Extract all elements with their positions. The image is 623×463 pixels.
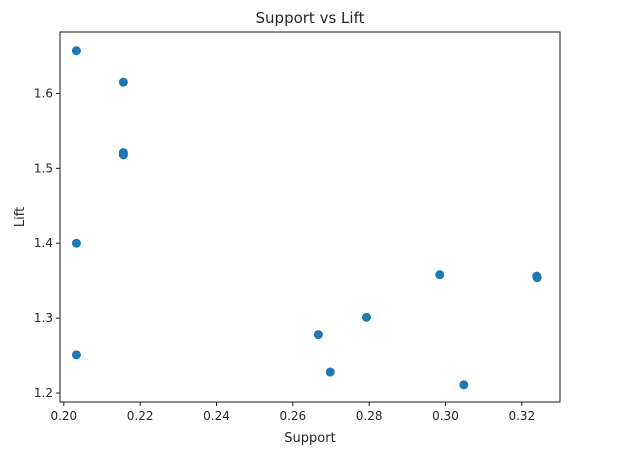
scatter-point: [71, 350, 81, 360]
x-axis-ticks: 0.20 0.22 0.24 0.26 0.28 0.30 0.32: [50, 402, 535, 423]
scatter-point: [325, 367, 335, 377]
y-tick-label: 1.2: [34, 386, 53, 400]
scatter-point: [459, 380, 469, 390]
scatter-point: [118, 77, 128, 87]
scatter-point: [118, 150, 128, 160]
x-tick-label: 0.28: [356, 409, 383, 423]
x-tick-label: 0.24: [203, 409, 230, 423]
x-tick-label: 0.30: [432, 409, 459, 423]
x-tick-label: 0.22: [127, 409, 154, 423]
scatter-point: [71, 238, 81, 248]
y-axis-ticks: 1.2 1.3 1.4 1.5 1.6: [34, 86, 60, 400]
x-tick-label: 0.32: [508, 409, 535, 423]
plot-area: [59, 31, 561, 403]
y-axis-label: Lift: [13, 207, 28, 227]
scatter-point: [532, 273, 542, 283]
y-tick-label: 1.3: [34, 311, 53, 325]
scatter-point: [71, 46, 81, 56]
data-points: [71, 46, 542, 390]
scatter-point: [313, 330, 323, 340]
chart-title: Support vs Lift: [256, 9, 365, 27]
scatter-point: [361, 312, 371, 322]
y-tick-label: 1.5: [34, 161, 53, 175]
x-tick-label: 0.26: [279, 409, 306, 423]
scatter-point: [435, 270, 445, 280]
y-tick-label: 1.6: [34, 86, 53, 100]
x-tick-label: 0.20: [50, 409, 77, 423]
x-axis-label: Support: [284, 431, 335, 446]
y-tick-label: 1.4: [34, 236, 53, 250]
